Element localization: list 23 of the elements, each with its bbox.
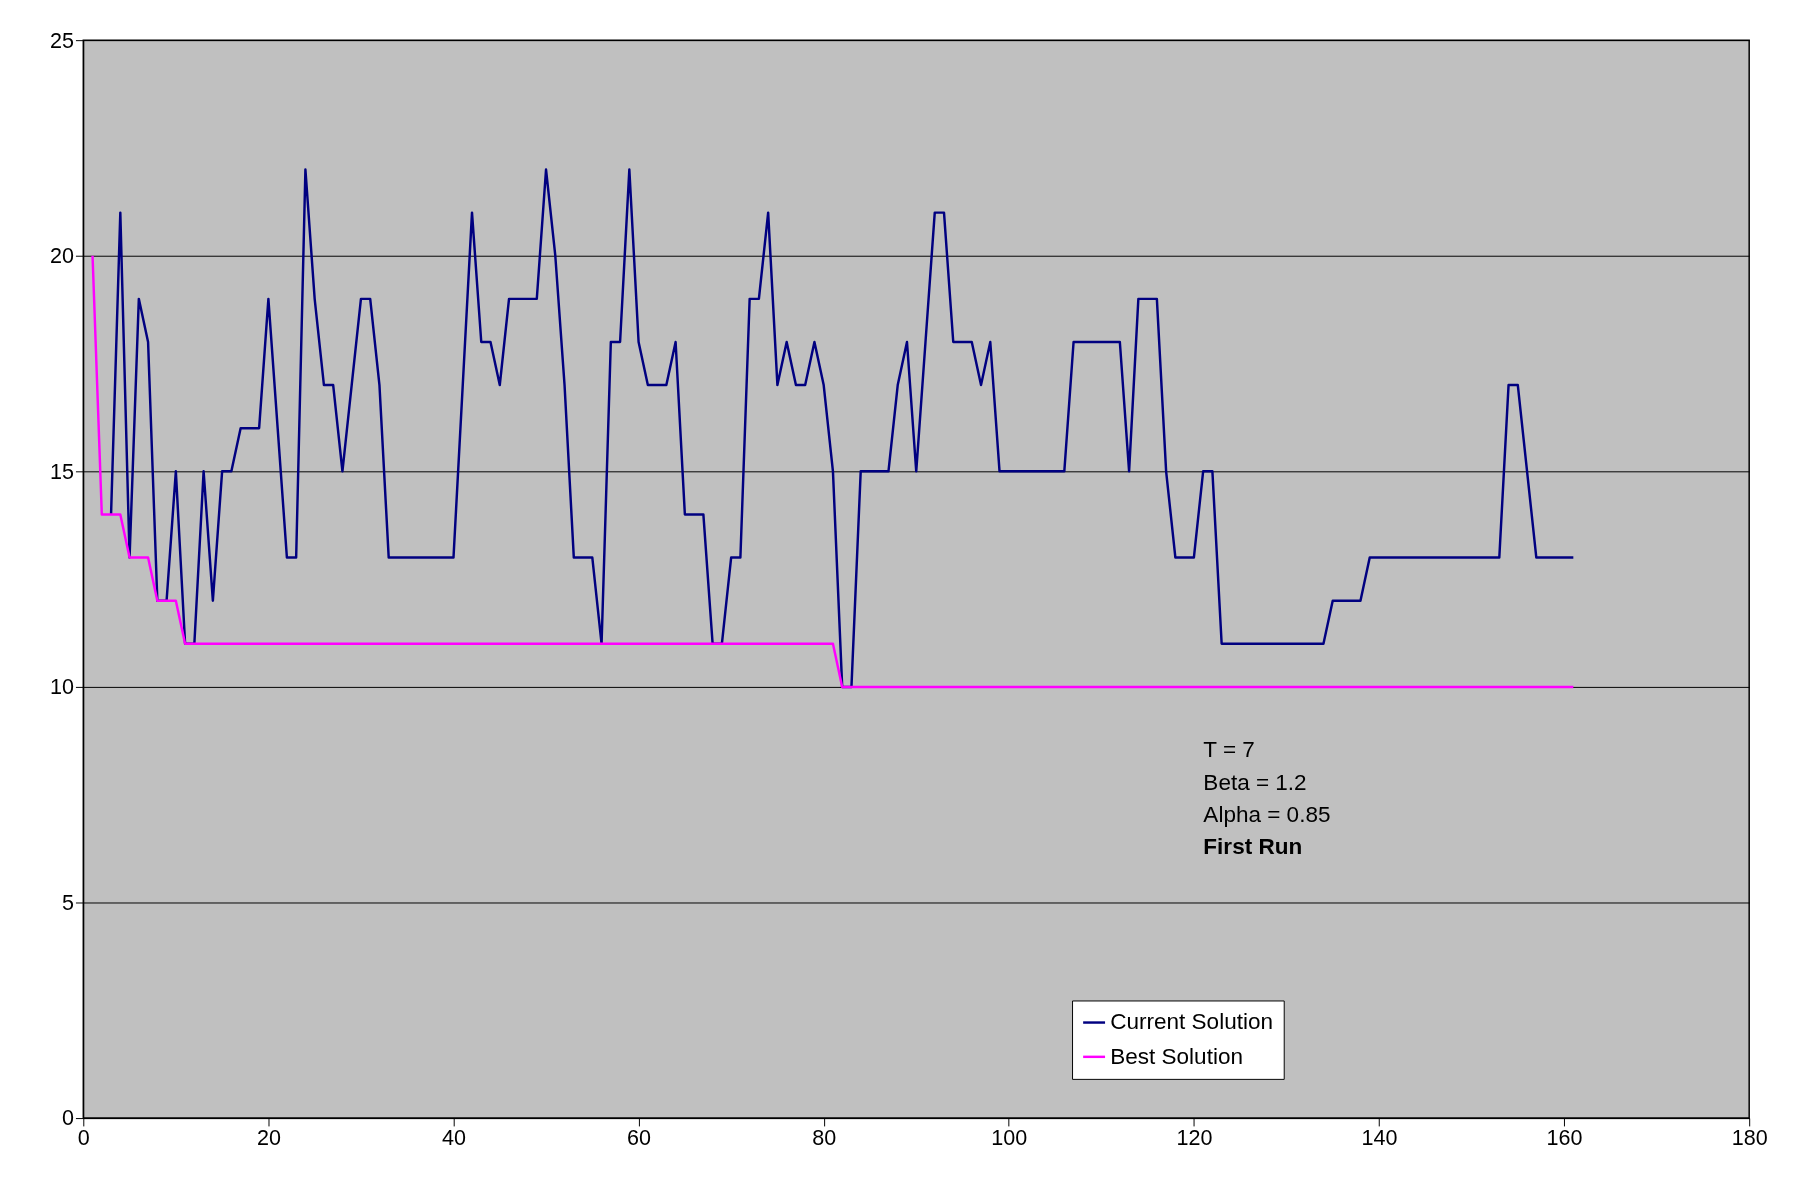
y-tick-label: 10 [50, 674, 74, 700]
x-tick-label: 140 [1361, 1125, 1398, 1151]
x-tick-label: 80 [812, 1125, 837, 1151]
x-tick-label: 160 [1546, 1125, 1583, 1151]
legend-label: Current Solution [1110, 1009, 1273, 1035]
annotation: Beta = 1.2 [1203, 769, 1307, 795]
x-tick-label: 60 [627, 1125, 652, 1151]
x-tick-label: 20 [256, 1125, 281, 1151]
line-series [91, 254, 1575, 689]
y-tick-label: 5 [62, 889, 74, 915]
y-tick-label: 25 [50, 27, 74, 53]
y-tick-label: 0 [62, 1105, 74, 1131]
x-tick-label: 40 [442, 1125, 466, 1151]
y-tick-label: 20 [50, 243, 74, 269]
legend-label: Best Solution [1110, 1043, 1243, 1069]
annotation: Alpha = 0.85 [1203, 802, 1331, 828]
x-tick-label: 100 [991, 1125, 1028, 1151]
x-tick-label: 180 [1731, 1125, 1768, 1151]
annotation: T = 7 [1203, 737, 1255, 763]
annotation: First Run [1203, 834, 1303, 860]
y-tick-label: 15 [50, 458, 74, 484]
x-tick-label: 120 [1176, 1125, 1213, 1151]
line-series [109, 168, 1575, 689]
